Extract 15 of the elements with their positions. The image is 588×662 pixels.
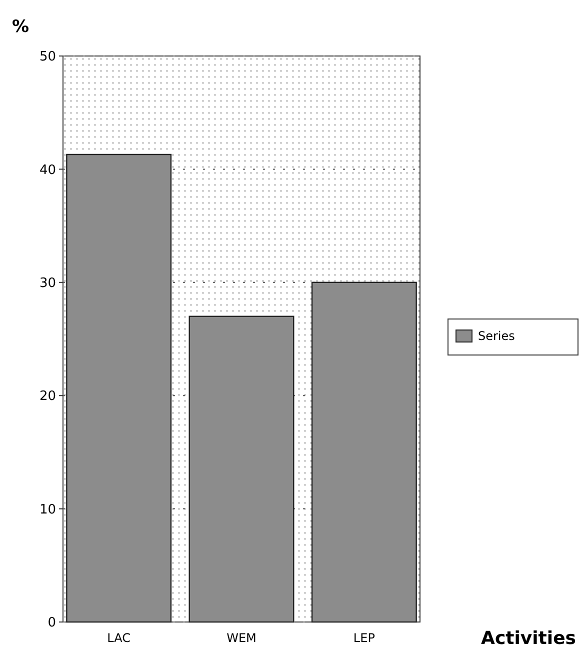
x-axis-title: Activities (481, 628, 576, 649)
bar (66, 154, 172, 623)
x-tick-label: LEP (353, 631, 375, 645)
x-tick-label: LAC (107, 631, 130, 645)
y-tick-label: 10 (39, 502, 56, 518)
y-tick-label: 50 (39, 50, 56, 65)
x-tick-label: WEM (226, 631, 256, 645)
bar (311, 282, 417, 623)
y-tick-label: 20 (39, 389, 56, 404)
legend-label: Series (478, 329, 515, 344)
y-tick-label: 30 (39, 276, 56, 291)
bar (188, 316, 294, 623)
y-tick-label: 0 (48, 616, 56, 631)
y-tick-label: 40 (39, 162, 56, 178)
y-axis-title: % (12, 17, 30, 37)
